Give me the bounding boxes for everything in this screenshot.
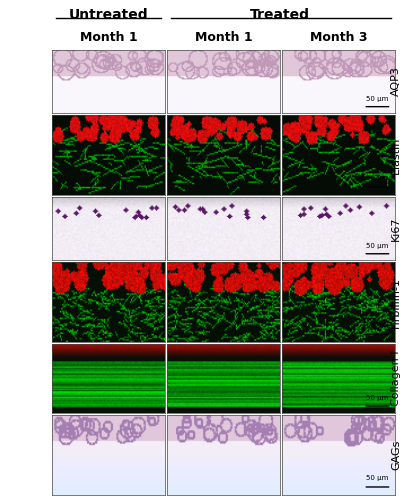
- Text: 50 μm: 50 μm: [366, 176, 388, 182]
- Text: Month 1: Month 1: [80, 31, 137, 44]
- Text: Elastin: Elastin: [391, 136, 401, 173]
- Text: GAGs: GAGs: [391, 440, 401, 470]
- Text: Ki67: Ki67: [391, 216, 401, 241]
- Text: AQP3: AQP3: [391, 66, 401, 96]
- Text: 50 μm: 50 μm: [366, 395, 388, 401]
- Text: Month 1: Month 1: [195, 31, 252, 44]
- Text: 50 μm: 50 μm: [366, 322, 388, 328]
- Text: Collagen I: Collagen I: [391, 351, 401, 406]
- Text: Month 3: Month 3: [310, 31, 367, 44]
- Text: 50 μm: 50 μm: [366, 476, 388, 482]
- Text: 50 μm: 50 μm: [366, 244, 388, 250]
- Text: Untreated: Untreated: [69, 8, 149, 22]
- Text: 50 μm: 50 μm: [366, 96, 388, 102]
- Text: Firbillin-1: Firbillin-1: [391, 276, 401, 328]
- Text: Treated: Treated: [250, 8, 310, 22]
